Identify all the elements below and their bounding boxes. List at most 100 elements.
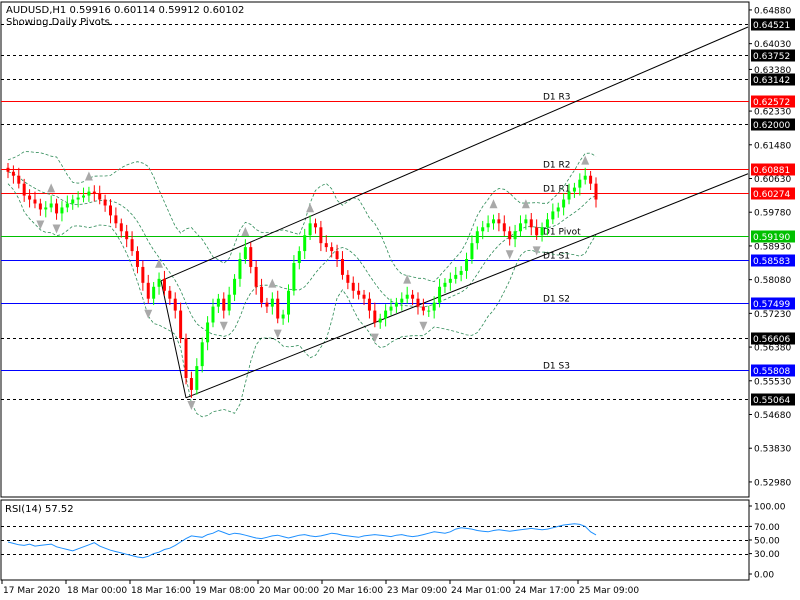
fractal-down-marker — [36, 220, 45, 230]
price-level-badge-label: 0.58583 — [753, 257, 790, 267]
candle-body — [157, 278, 161, 287]
candle-body — [162, 278, 166, 291]
pivot-level-label: D1 R3 — [543, 93, 571, 103]
candle-body — [384, 310, 388, 319]
price-level-badge — [751, 73, 795, 86]
candle-body — [287, 290, 291, 315]
time-tick-label: 20 Mar 00:00 — [259, 586, 319, 596]
price-plot-frame — [0, 1, 750, 498]
candle-body — [308, 223, 312, 236]
candle-body — [551, 211, 555, 220]
candle-body — [535, 227, 539, 236]
chart-symbol-header: AUDUSD,H1 0.59916 0.60114 0.59912 0.6010… — [6, 5, 244, 16]
candle-body — [238, 259, 242, 279]
pivot-level-label: D1 R2 — [543, 161, 571, 171]
candle-body — [589, 175, 593, 184]
candle-body — [254, 266, 258, 287]
candle-body — [152, 286, 156, 299]
candle-body — [389, 306, 393, 311]
candle-body — [475, 231, 479, 244]
fractal-up-marker — [84, 171, 93, 181]
price-tick-label: 0.54680 — [754, 411, 791, 421]
price-level-badge — [751, 163, 795, 176]
candle-body — [492, 219, 496, 224]
price-level-badge — [751, 118, 795, 131]
price-level-badge-label: 0.64521 — [753, 21, 790, 31]
candle-body — [11, 171, 15, 176]
fractal-down-marker — [505, 250, 514, 260]
price-level-badge-label: 0.62000 — [753, 121, 790, 131]
price-tick-label: 0.60630 — [754, 175, 791, 185]
candle-body — [22, 183, 26, 196]
time-axis: 17 Mar 2020 18 Mar 00:00 18 Mar 16:00 19 Ma… — [1, 580, 639, 596]
candle-body — [427, 310, 431, 312]
fractal-down-marker — [273, 329, 282, 339]
candle-body — [179, 310, 183, 339]
candle-body — [459, 270, 463, 275]
fractal-up-marker — [268, 278, 277, 288]
candle-body — [362, 294, 366, 299]
candle-body — [502, 223, 506, 232]
price-tick-label: 0.57230 — [754, 310, 791, 320]
candle-body — [33, 199, 37, 204]
candle-body — [243, 247, 247, 260]
fractal-down-marker — [419, 321, 428, 331]
level-badges: 0.64521 0.63752 0.63142 0.62572 0.62000 0.608… — [751, 18, 795, 406]
candle-body — [529, 219, 533, 228]
price-level-badge-label: 0.55064 — [753, 396, 790, 406]
price-tick-label: 0.64880 — [754, 6, 791, 16]
time-tick-label: 18 Mar 00:00 — [67, 586, 127, 596]
candle-body — [411, 294, 415, 299]
price-level-badge-label: 0.56606 — [753, 335, 790, 345]
candle-body — [6, 167, 10, 172]
candle-body — [76, 197, 80, 200]
price-panel[interactable]: D1 R3 D1 R2 D1 R1 D1 Pivot D1 S1 D1 S2 D1 S3 0… — [0, 1, 795, 498]
price-level-badge — [751, 18, 795, 31]
candle-body — [416, 298, 420, 307]
candle-body — [438, 286, 442, 303]
time-tick-label: 24 Mar 01:00 — [451, 586, 511, 596]
candle-body — [524, 219, 528, 224]
rsi-tick-label: 100.00 — [754, 503, 786, 513]
price-tick-label: 0.58930 — [754, 242, 791, 252]
candle-body — [135, 251, 139, 267]
price-level-badge — [751, 297, 795, 310]
candle-body — [206, 322, 210, 343]
candle-body — [351, 282, 355, 291]
rsi-tick-label: 0.00 — [754, 571, 774, 581]
rsi-panel[interactable]: 100.00 70.00 50.00 30.00 0.00 RSI(14) 57.52 — [0, 499, 786, 581]
time-tick-label: 23 Mar 09:00 — [387, 586, 447, 596]
candle-body — [184, 338, 188, 379]
candle-body — [432, 302, 436, 311]
candle-body — [189, 378, 193, 390]
candle-body — [211, 306, 215, 323]
candle-body — [276, 298, 280, 319]
candle-body — [60, 207, 64, 214]
price-level-badge — [751, 49, 795, 62]
candle-body — [195, 366, 199, 390]
candle-body — [373, 310, 377, 323]
price-level-badge — [751, 230, 795, 243]
candle-body — [367, 298, 371, 311]
candle-body — [518, 223, 522, 232]
fractal-down-marker — [187, 401, 196, 411]
candle-body — [233, 278, 237, 295]
candle-body — [454, 274, 458, 279]
candle-body — [481, 227, 485, 232]
price-level-badge-label: 0.60881 — [753, 166, 790, 176]
price-tick-label: 0.55530 — [754, 377, 791, 387]
candle-body — [141, 266, 145, 283]
price-tick-label: 0.64030 — [754, 40, 791, 50]
candle-body — [324, 243, 328, 248]
candle-body — [119, 223, 123, 232]
candle-body — [405, 294, 409, 299]
band-lower — [7, 183, 597, 418]
fractal-down-marker — [219, 321, 228, 331]
candle-body — [513, 231, 517, 240]
price-tick-label: 0.53830 — [754, 445, 791, 455]
rsi-title: RSI(14) 57.52 — [5, 504, 74, 515]
rsi-tick-label: 50.00 — [754, 537, 780, 547]
candle-body — [497, 219, 501, 224]
pivot-level-label: D1 S1 — [543, 252, 570, 262]
